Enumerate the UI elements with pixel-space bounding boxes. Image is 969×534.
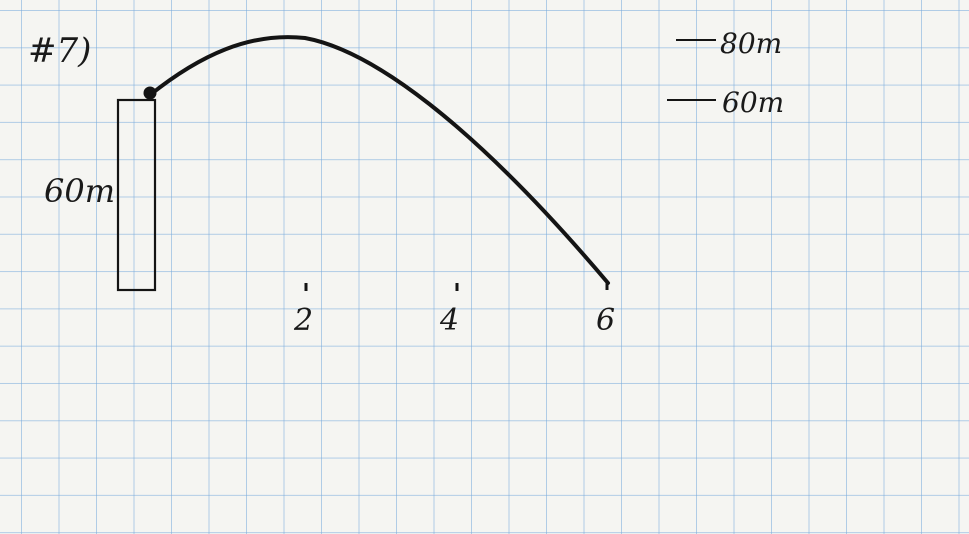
trajectory-curve: [148, 35, 610, 285]
tick-label-4: 4: [439, 303, 459, 338]
cliff-rectangle: [116, 98, 157, 292]
tick-label-6: 6: [596, 303, 615, 338]
height-label-60: 60m: [722, 86, 784, 119]
height-label-80: 80m: [720, 27, 782, 60]
problem-label: #7): [28, 31, 91, 71]
tick-label-2: 2: [293, 303, 313, 338]
cliff-height-label: 60m: [44, 172, 115, 210]
